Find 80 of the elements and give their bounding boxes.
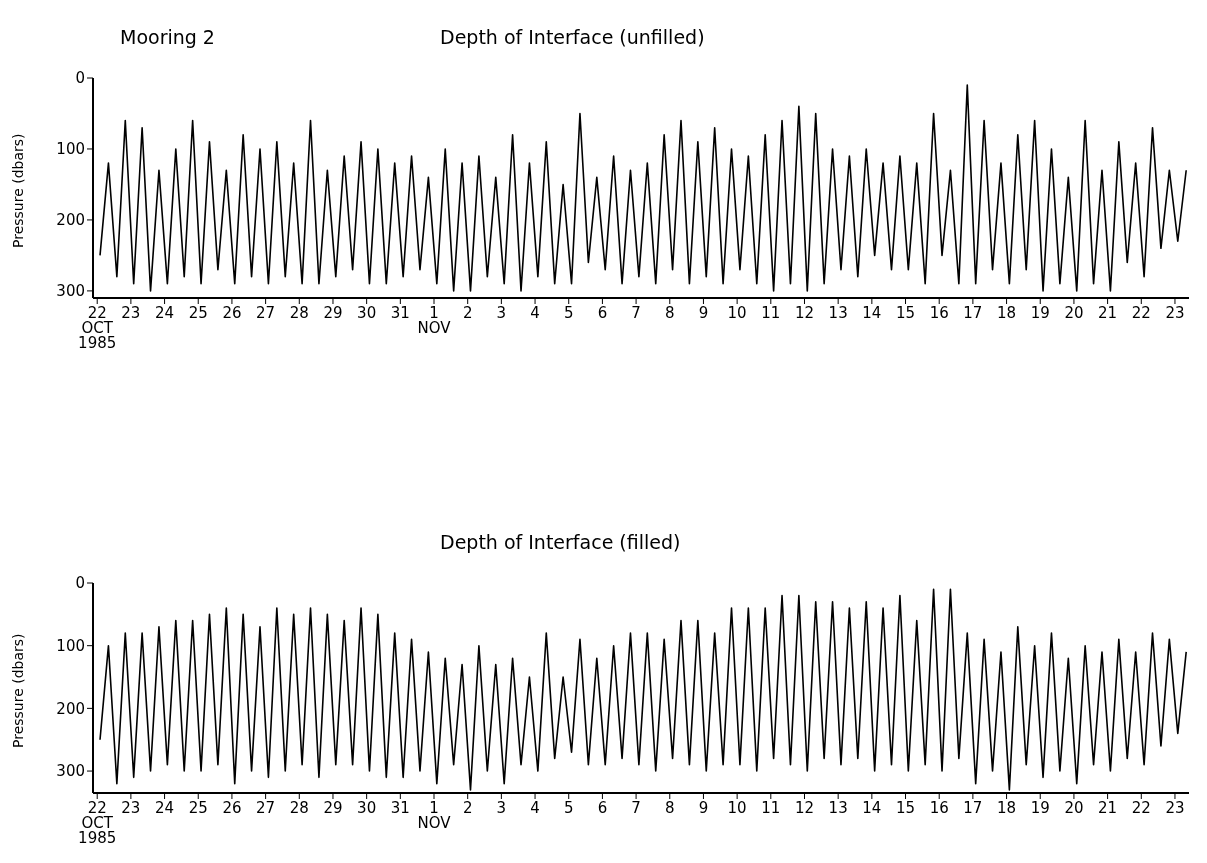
x-tick-label: 17 <box>963 304 983 322</box>
x-tick-label: 22 OCT 1985 <box>78 799 117 847</box>
y-axis-title: Pressure (dbars) <box>9 633 26 748</box>
x-tick-label: 6 <box>597 799 608 817</box>
x-tick-label: 8 <box>664 304 675 322</box>
x-tick-label: 23 <box>121 304 141 322</box>
x-tick-label: 24 <box>155 304 175 322</box>
x-tick-label: 30 <box>357 799 377 817</box>
chart-subtitle: Mooring 2 <box>119 26 216 48</box>
x-tick-label: 14 <box>862 304 882 322</box>
x-tick-label: 25 <box>188 799 208 817</box>
x-tick-label: 9 <box>698 304 709 322</box>
chart-title: Depth of Interface (filled) <box>440 531 681 553</box>
y-tick-label: 100 <box>56 637 85 656</box>
y-tick-label: 0 <box>75 69 85 88</box>
x-tick-label: 31 <box>390 304 410 322</box>
x-tick-label: 5 <box>563 304 574 322</box>
x-tick-label: 18 <box>997 304 1017 322</box>
x-tick-label: 13 <box>828 799 848 817</box>
x-tick-label: 20 <box>1064 799 1084 817</box>
y-axis-title: Pressure (dbars) <box>9 133 26 248</box>
x-tick-label: 4 <box>530 799 540 817</box>
x-tick-label: 24 <box>155 799 175 817</box>
x-tick-label: 1 NOV <box>417 304 452 337</box>
x-tick-label: 2 <box>462 799 473 817</box>
x-tick-label: 12 <box>794 304 815 322</box>
x-tick-label: 6 <box>597 304 608 322</box>
x-tick-label: 22 <box>1131 304 1151 322</box>
x-tick-label: 9 <box>698 799 709 817</box>
x-tick-label: 16 <box>929 304 949 322</box>
x-tick-label: 19 <box>1030 304 1050 322</box>
x-tick-label: 22 <box>1131 799 1151 817</box>
x-tick-label: 25 <box>188 304 208 322</box>
x-tick-label: 18 <box>997 799 1017 817</box>
x-tick-label: 10 <box>727 799 747 817</box>
chart-title: Depth of Interface (unfilled) <box>440 26 705 48</box>
x-tick-label: 23 <box>1165 799 1185 817</box>
x-tick-label: 14 <box>862 799 882 817</box>
x-tick-label: 12 <box>794 799 815 817</box>
x-tick-label: 22 OCT 1985 <box>78 304 117 352</box>
x-tick-label: 15 <box>895 304 916 322</box>
x-tick-label: 1 NOV <box>417 799 452 832</box>
y-tick-label: 200 <box>56 699 85 718</box>
x-tick-label: 23 <box>1165 304 1185 322</box>
x-tick-label: 31 <box>390 799 410 817</box>
y-tick-label: 100 <box>56 140 85 159</box>
x-tick-label: 29 <box>323 799 343 817</box>
line-series <box>99 84 1187 292</box>
x-tick-label: 23 <box>121 799 141 817</box>
y-tick-label: 0 <box>75 574 85 593</box>
y-tick-label: 300 <box>56 282 85 301</box>
x-tick-label: 26 <box>222 799 242 817</box>
x-tick-label: 27 <box>256 799 276 817</box>
x-tick-label: 21 <box>1098 304 1118 322</box>
x-tick-label: 8 <box>664 799 675 817</box>
y-tick-label: 300 <box>56 762 85 781</box>
x-tick-label: 5 <box>563 799 574 817</box>
x-tick-label: 21 <box>1098 799 1118 817</box>
x-tick-label: 3 <box>496 799 507 817</box>
x-tick-label: 7 <box>631 304 641 322</box>
x-tick-label: 16 <box>929 799 949 817</box>
x-tick-label: 27 <box>256 304 276 322</box>
x-tick-label: 20 <box>1064 304 1084 322</box>
x-tick-label: 28 <box>289 304 309 322</box>
x-tick-label: 30 <box>357 304 377 322</box>
x-tick-label: 13 <box>828 304 848 322</box>
x-tick-label: 11 <box>761 799 781 817</box>
y-tick-label: 200 <box>56 211 85 230</box>
x-tick-label: 15 <box>895 799 916 817</box>
x-tick-label: 17 <box>963 799 983 817</box>
x-tick-label: 3 <box>496 304 507 322</box>
x-tick-label: 7 <box>631 799 641 817</box>
x-tick-label: 26 <box>222 304 242 322</box>
x-tick-label: 19 <box>1030 799 1050 817</box>
x-tick-label: 4 <box>530 304 540 322</box>
x-tick-label: 29 <box>323 304 343 322</box>
x-tick-label: 28 <box>289 799 309 817</box>
x-tick-label: 10 <box>727 304 747 322</box>
x-tick-label: 11 <box>761 304 781 322</box>
x-tick-label: 2 <box>462 304 473 322</box>
